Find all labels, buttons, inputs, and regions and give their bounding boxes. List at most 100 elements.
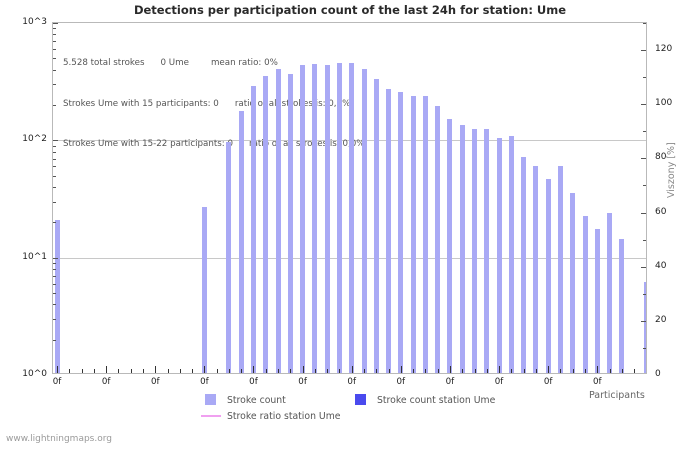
legend-line-swatch bbox=[201, 415, 221, 417]
bar bbox=[250, 85, 256, 373]
x-tick-label: 0f bbox=[445, 377, 455, 387]
x-tick-mark bbox=[228, 369, 230, 373]
x-tick-mark bbox=[523, 369, 525, 373]
x-tick-mark bbox=[597, 366, 599, 373]
y-left-tick-label: 10^0 bbox=[22, 369, 47, 379]
y-tick-mark bbox=[53, 158, 56, 160]
bar bbox=[398, 91, 404, 373]
bar bbox=[533, 166, 539, 373]
x-tick-label: 0f bbox=[347, 377, 357, 387]
y-tick-mark bbox=[53, 269, 56, 271]
x-tick-mark bbox=[609, 369, 611, 373]
y-right-tick-label: 20 bbox=[655, 314, 667, 325]
bar bbox=[459, 124, 465, 373]
x-tick-mark bbox=[535, 369, 537, 373]
x-tick-mark bbox=[167, 369, 169, 373]
x-tick-mark bbox=[413, 369, 415, 373]
y-axis-right-label: Viszony [%] bbox=[666, 142, 677, 198]
x-tick-mark bbox=[241, 369, 243, 373]
annotation-participants-15-22: Strokes Ume with 15-22 participants: 0 bbox=[63, 139, 234, 149]
y-right-tick-mark bbox=[643, 239, 646, 241]
y-tick-mark bbox=[53, 166, 56, 168]
x-tick-mark bbox=[462, 369, 464, 373]
y-left-tick-label: 10^3 bbox=[22, 17, 47, 27]
y-tick-mark bbox=[53, 41, 56, 43]
x-tick-mark bbox=[302, 366, 304, 373]
x-tick-mark bbox=[265, 369, 267, 373]
bar bbox=[275, 68, 281, 373]
bar bbox=[484, 129, 490, 373]
x-tick-mark bbox=[216, 369, 218, 373]
x-tick-mark bbox=[57, 366, 58, 373]
bar bbox=[594, 228, 600, 373]
bar bbox=[508, 135, 514, 373]
y-tick-mark bbox=[53, 263, 56, 265]
annotation-participants-15: Strokes Ume with 15 participants: 0 bbox=[63, 98, 219, 109]
y-tick-mark bbox=[53, 145, 56, 147]
x-tick-label: 0f bbox=[52, 377, 62, 387]
x-tick-mark bbox=[548, 366, 550, 373]
legend-label: Stroke count station Ume bbox=[377, 395, 496, 406]
legend-color-swatch bbox=[205, 394, 216, 405]
y-tick-mark bbox=[53, 69, 56, 71]
y-tick-mark bbox=[53, 140, 58, 142]
y-right-tick-mark bbox=[641, 266, 646, 268]
y-tick-mark bbox=[53, 175, 56, 177]
x-tick-mark bbox=[179, 369, 181, 373]
y-right-tick-label: 120 bbox=[655, 44, 673, 55]
y-right-tick-label: 60 bbox=[655, 206, 667, 217]
x-tick-mark bbox=[130, 369, 132, 373]
bar bbox=[54, 220, 60, 373]
y-tick-mark bbox=[53, 58, 56, 60]
y-tick-mark bbox=[53, 201, 56, 203]
bar bbox=[619, 238, 625, 373]
y-right-tick-mark bbox=[641, 104, 646, 106]
bar bbox=[521, 156, 527, 373]
annotation-station-strokes: 0 Ume bbox=[160, 58, 189, 68]
y-tick-mark bbox=[53, 257, 58, 259]
x-tick-label: 0f bbox=[150, 377, 160, 387]
y-right-tick-mark bbox=[643, 131, 646, 133]
x-tick-mark bbox=[192, 369, 194, 373]
y-tick-mark bbox=[53, 28, 56, 30]
x-tick-label: 0f bbox=[543, 377, 553, 387]
y-right-tick-mark bbox=[643, 347, 646, 349]
x-tick-mark bbox=[204, 366, 206, 373]
bar bbox=[410, 95, 416, 373]
x-tick-mark bbox=[327, 369, 329, 373]
annotation-block: 5.528 total strokes 0 Ume mean ratio: 0% S… bbox=[63, 30, 365, 179]
bar bbox=[300, 65, 306, 373]
y-tick-mark bbox=[53, 105, 56, 106]
legend-color-swatch bbox=[355, 394, 366, 405]
y-tick-mark bbox=[53, 222, 56, 224]
x-tick-mark bbox=[253, 366, 255, 373]
x-tick-label: 0f bbox=[593, 377, 602, 387]
bar bbox=[643, 281, 646, 373]
x-tick-mark bbox=[425, 369, 427, 373]
x-tick-mark bbox=[314, 369, 316, 373]
annotation-line-3: Strokes Ume with 15-22 participants: 0 ra… bbox=[63, 138, 365, 152]
plot-area: 5.528 total strokes 0 Ume mean ratio: 0% S… bbox=[52, 22, 647, 374]
bar bbox=[435, 105, 441, 373]
y-left-tick-label: 10^2 bbox=[22, 134, 47, 145]
y-right-tick-label: 40 bbox=[655, 260, 667, 271]
y-tick-mark bbox=[53, 151, 56, 153]
annotation-mean-ratio: mean ratio: 0% bbox=[210, 58, 278, 68]
x-tick-label: 0f bbox=[396, 377, 406, 387]
x-tick-mark bbox=[142, 369, 144, 373]
x-tick-mark bbox=[634, 369, 636, 373]
x-tick-mark bbox=[474, 369, 476, 373]
x-tick-mark bbox=[585, 369, 587, 373]
y-right-tick-mark bbox=[643, 293, 646, 295]
bar bbox=[336, 62, 342, 373]
bar bbox=[349, 62, 355, 373]
y-tick-mark bbox=[53, 49, 56, 51]
y-right-tick-mark bbox=[643, 77, 646, 79]
y-tick-mark bbox=[53, 283, 56, 285]
x-tick-mark bbox=[511, 369, 513, 373]
x-tick-label: 0f bbox=[249, 377, 258, 387]
x-tick-label: 0f bbox=[101, 377, 111, 387]
x-axis-label: Participants bbox=[589, 390, 645, 401]
x-tick-mark bbox=[437, 369, 439, 373]
